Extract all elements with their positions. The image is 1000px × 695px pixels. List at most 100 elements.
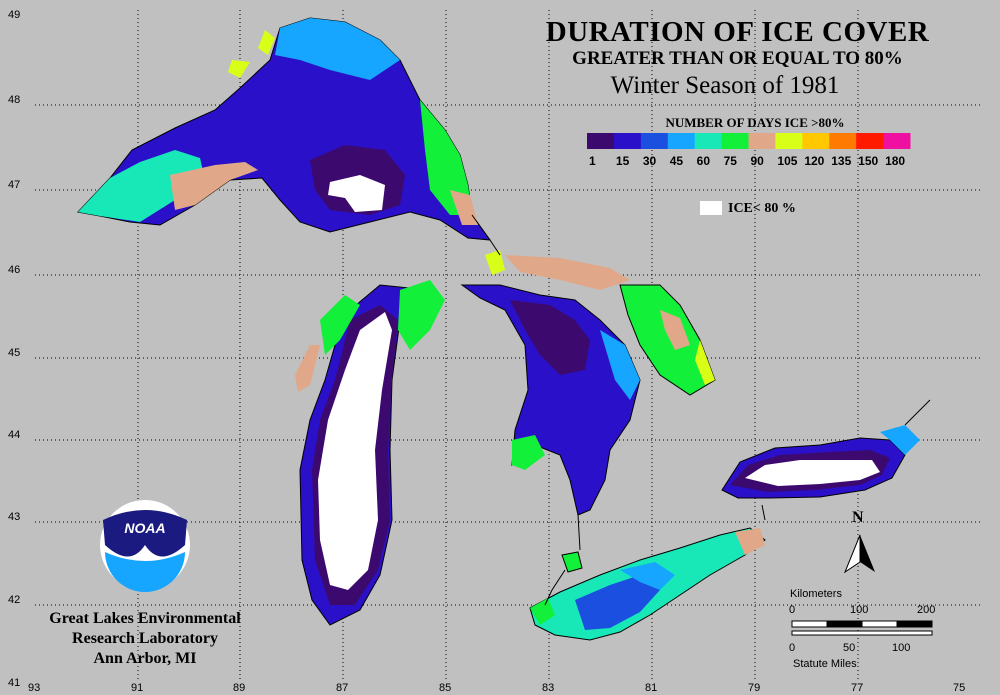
longitude-label: 77 [851, 682, 863, 694]
lake-superior-shore-tan [170, 162, 258, 210]
georgian-bay-yellow [695, 340, 715, 385]
lake-ontario [721, 425, 920, 499]
longitude-label: 81 [645, 682, 657, 694]
title-line-2: GREATER THAN OR EQUAL TO 80% [572, 48, 903, 69]
lake-erie [529, 527, 766, 641]
north-arrow-label: N [852, 509, 864, 526]
latitude-label: 45 [8, 347, 20, 359]
latitude-label: 48 [8, 94, 20, 106]
latitude-label: 46 [8, 264, 20, 276]
latitude-label: 49 [8, 9, 20, 21]
title-line-1: DURATION OF ICE COVER [545, 16, 930, 48]
legend-tick-label: 60 [697, 154, 711, 168]
legend-swatch [694, 133, 723, 149]
lake-huron-water [460, 284, 641, 516]
legend-tick-label: 90 [751, 154, 765, 168]
connecting-rivers [471, 214, 931, 606]
lake-huron-dark-core [510, 300, 590, 375]
longitude-label: 85 [439, 682, 451, 694]
longitude-label: 87 [336, 682, 348, 694]
legend-title: NUMBER OF DAYS ICE >80% [665, 115, 845, 130]
longitude-label: 93 [28, 682, 40, 694]
legend-color-bar [587, 133, 911, 149]
north-arrow [843, 534, 875, 574]
legend-tick-label: 120 [804, 154, 824, 168]
lake-huron [460, 250, 716, 516]
legend-tick-label: 135 [831, 154, 851, 168]
scale-mi-label: Statute Miles [793, 658, 857, 670]
latitude-label: 41 [8, 677, 20, 689]
noaa-logo-text: NOAA [124, 520, 165, 536]
legend-swatch [613, 133, 642, 149]
legend-tick-label: 45 [670, 154, 684, 168]
scale-mi-tick-0: 0 [789, 642, 796, 654]
scale-km-tick-0: 0 [789, 604, 796, 616]
lake-erie-blue-band [575, 575, 660, 630]
lake-superior-ice-below [328, 175, 385, 212]
scale-km-tick-2: 200 [917, 604, 936, 616]
legend-swatch [802, 133, 830, 149]
lake-michigan-northeast-green [398, 280, 445, 350]
legend-swatch [587, 133, 615, 149]
north-channel-tan [505, 255, 630, 290]
georgian-bay-tan [660, 310, 690, 350]
scale-bar [791, 620, 933, 636]
org-line-3: Ann Arbor, MI [93, 650, 197, 667]
lake-erie-west-green [530, 598, 555, 625]
longitude-label: 75 [953, 682, 965, 694]
ice-below-label: ICE< 80 % [728, 201, 796, 216]
longitude-label: 83 [542, 682, 554, 694]
lake-superior-west-green [78, 150, 205, 222]
longitude-label: 91 [131, 682, 143, 694]
legend-swatch [640, 133, 669, 149]
latitude-label: 44 [8, 429, 20, 441]
lake-st-clair [561, 551, 583, 573]
org-line-2: Research Laboratory [72, 630, 218, 647]
lake-ontario-ice-below [745, 460, 880, 486]
legend-swatch [775, 133, 803, 149]
lake-superior-southeast-tan [450, 190, 478, 225]
latitude-label: 43 [8, 511, 20, 523]
st-marys-river [471, 214, 501, 256]
lake-superior-yellow-rim [228, 30, 275, 78]
legend-tick-label: 150 [858, 154, 878, 168]
org-line-1: Great Lakes Environmental [49, 610, 241, 627]
latitude-labels: 49 48 47 46 45 44 43 42 41 [8, 9, 20, 689]
latitude-label: 47 [8, 179, 20, 191]
lake-erie-east-tan [735, 528, 765, 555]
legend-tick-label: 15 [616, 154, 630, 168]
legend-swatch [883, 133, 911, 149]
detroit-river [544, 569, 566, 606]
legend-swatch [667, 133, 696, 149]
legend-tick-label: 105 [777, 154, 797, 168]
legend-tick-label: 1 [589, 154, 596, 168]
latitude-label: 42 [8, 594, 20, 606]
scale-km-tick-1: 100 [850, 604, 869, 616]
green-bay-green [320, 295, 360, 355]
longitude-label: 89 [233, 682, 245, 694]
scale-mi-tick-1: 50 [843, 642, 856, 654]
georgian-bay [619, 284, 716, 396]
niagara-river [761, 504, 766, 521]
legend-tick-label: 180 [885, 154, 905, 168]
ice-below-swatch [700, 201, 722, 215]
st-lawrence-river [904, 399, 931, 426]
longitude-label: 79 [748, 682, 760, 694]
legend-swatch [748, 133, 776, 149]
north-channel-yellow [485, 250, 505, 275]
lake-michigan-ice-below [318, 312, 392, 590]
title-line-3: Winter Season of 1981 [610, 72, 840, 99]
legend-swatch [721, 133, 749, 149]
lake-ontario-east-cyan [880, 425, 920, 455]
legend-tick-label: 30 [643, 154, 657, 168]
green-bay-tan [295, 345, 320, 392]
lake-superior [77, 17, 492, 241]
graticule-grid [35, 10, 980, 680]
scale-km-label: Kilometers [790, 588, 842, 600]
lake-erie-cyan [620, 562, 675, 590]
lake-superior-north-cyan [275, 18, 400, 80]
scale-mi-tick-2: 100 [892, 642, 911, 654]
lake-michigan [295, 280, 445, 626]
